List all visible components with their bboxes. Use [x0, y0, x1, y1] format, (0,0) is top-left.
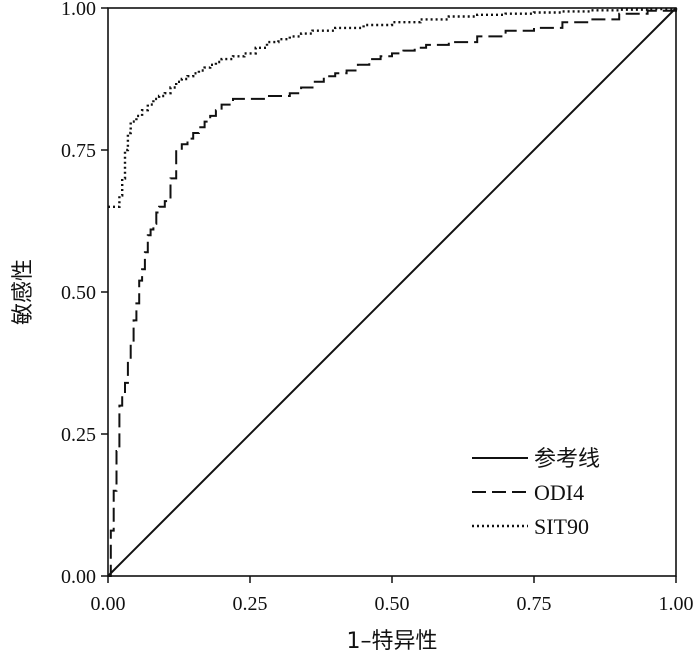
series-line-ODI4	[108, 8, 677, 577]
y-tick-label: 0.25	[61, 424, 96, 446]
x-tick-label: 0.25	[233, 593, 268, 615]
legend-label: ODI4	[534, 480, 584, 505]
y-tick-label: 0.75	[61, 140, 96, 162]
series-line-参考线	[107, 7, 677, 577]
x-tick-label: 0.75	[517, 593, 552, 615]
legend-label: 参考线	[534, 446, 600, 471]
legend: 参考线 ODI4 SIT90	[472, 446, 600, 539]
series-line-SIT90	[108, 7, 678, 208]
series-layer	[107, 7, 678, 577]
legend-label: SIT90	[534, 514, 589, 539]
x-tick-label: 0.00	[91, 593, 126, 615]
y-axis-title: 敏感性	[11, 259, 36, 325]
y-tick-label: 0.50	[61, 282, 96, 304]
y-tick-label: 0.00	[61, 566, 96, 588]
x-axis-title: 1–特异性	[347, 629, 438, 654]
axis-ticks: 0.00 0.25 0.50 0.75 1.00 0.00 0.25 0.50 0.75 1.00	[61, 0, 694, 615]
x-tick-label: 0.50	[375, 593, 410, 615]
x-tick-label: 1.00	[659, 593, 694, 615]
y-tick-label: 1.00	[61, 0, 96, 20]
